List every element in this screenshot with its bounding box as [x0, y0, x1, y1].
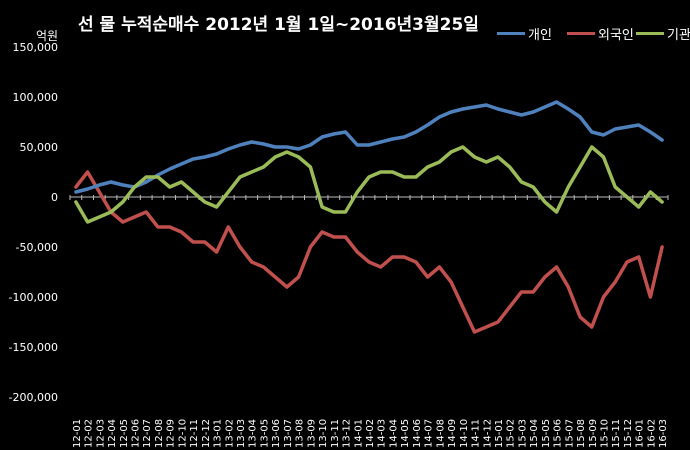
x-tick-label: 13-12: [342, 419, 353, 448]
series-line-retail: [74, 100, 664, 194]
x-tick-label: 13-05: [259, 419, 270, 448]
x-tick-label: 12-07: [142, 419, 153, 448]
legend-item-institution: 기관: [636, 24, 690, 43]
x-tick-label: 15-12: [623, 419, 634, 448]
legend-label-foreign: 외국인: [598, 28, 634, 43]
x-tick-label: 15-06: [553, 419, 564, 448]
x-tick-label: 14-10: [459, 419, 470, 448]
x-tick-label: 12-12: [201, 419, 212, 448]
x-tick-label: 16-01: [635, 419, 646, 448]
legend-item-foreign: 외국인: [567, 24, 634, 43]
x-tick-label: 16-02: [646, 419, 657, 448]
x-tick-label: 15-02: [506, 419, 517, 448]
x-tick-label: 13-03: [236, 419, 247, 448]
x-tick-label: 15-04: [529, 419, 540, 448]
x-tick-label: 13-08: [295, 419, 306, 448]
legend-label-institution: 기관: [667, 28, 690, 43]
y-tick-label: -50,000: [16, 241, 58, 254]
x-tick-label: 12-04: [107, 419, 118, 448]
x-tick-label: 14-11: [471, 419, 482, 448]
x-tick-label: 15-03: [517, 419, 528, 448]
y-tick-label: -100,000: [9, 291, 58, 304]
chart-title: 선 물 누적순매수 2012년 1월 1일~2016년3월25일: [78, 15, 479, 35]
x-tick-label: 15-11: [611, 419, 622, 448]
legend-swatch-retail: [497, 32, 525, 35]
x-tick-label: 12-11: [189, 419, 200, 448]
x-tick-label: 13-10: [318, 419, 329, 448]
x-tick-label: 13-04: [248, 419, 259, 448]
x-tick-label: 15-07: [564, 419, 575, 448]
x-tick-label: 15-08: [576, 419, 587, 448]
x-tick-label: 14-01: [353, 419, 364, 448]
x-tick-label: 13-07: [283, 419, 294, 448]
x-tick-label: 12-03: [95, 419, 106, 448]
x-tick-label: 13-11: [330, 419, 341, 448]
series-line-institution: [74, 145, 664, 224]
x-tick-label: 16-03: [658, 419, 669, 448]
legend-item-retail: 개인: [497, 24, 552, 43]
x-tick-label: 14-07: [424, 419, 435, 448]
y-tick-label: -200,000: [9, 391, 58, 404]
x-tick-label: 14-02: [365, 419, 376, 448]
x-tick-label: 14-04: [388, 419, 399, 448]
x-tick-label: 12-02: [84, 419, 95, 448]
x-tick-label: 15-10: [600, 419, 611, 448]
x-tick-label: 14-12: [482, 419, 493, 448]
x-tick-label: 14-06: [412, 419, 423, 448]
x-tick-label: 14-05: [400, 419, 411, 448]
x-tick-label: 12-08: [154, 419, 165, 448]
x-tick-label: 14-08: [435, 419, 446, 448]
x-tick-label: 13-01: [213, 419, 224, 448]
x-tick-label: 14-03: [377, 419, 388, 448]
legend-swatch-foreign: [567, 32, 595, 35]
x-tick-label: 15-09: [588, 419, 599, 448]
x-tick-label: 15-01: [494, 419, 505, 448]
y-tick-label: 0: [51, 191, 58, 204]
y-tick-label: 150,000: [13, 41, 59, 54]
x-tick-label: 13-06: [271, 419, 282, 448]
y-tick-label: -150,000: [9, 341, 58, 354]
legend-swatch-institution: [636, 32, 664, 35]
y-tick-label: 50,000: [20, 141, 59, 154]
y-tick-label: 100,000: [13, 91, 59, 104]
x-tick-label: 15-05: [541, 419, 552, 448]
x-tick-label: 12-10: [177, 419, 188, 448]
x-tick-label: 12-01: [72, 419, 83, 448]
x-tick-label: 13-02: [224, 419, 235, 448]
series-line-foreign: [74, 170, 664, 334]
x-tick-label: 12-05: [119, 419, 130, 448]
x-tick-label: 13-09: [306, 419, 317, 448]
y-axis-unit-label: 억원: [36, 29, 59, 43]
x-tick-label: 12-06: [130, 419, 141, 448]
x-tick-label: 12-09: [166, 419, 177, 448]
legend-label-retail: 개인: [528, 28, 552, 43]
x-tick-label: 14-09: [447, 419, 458, 448]
